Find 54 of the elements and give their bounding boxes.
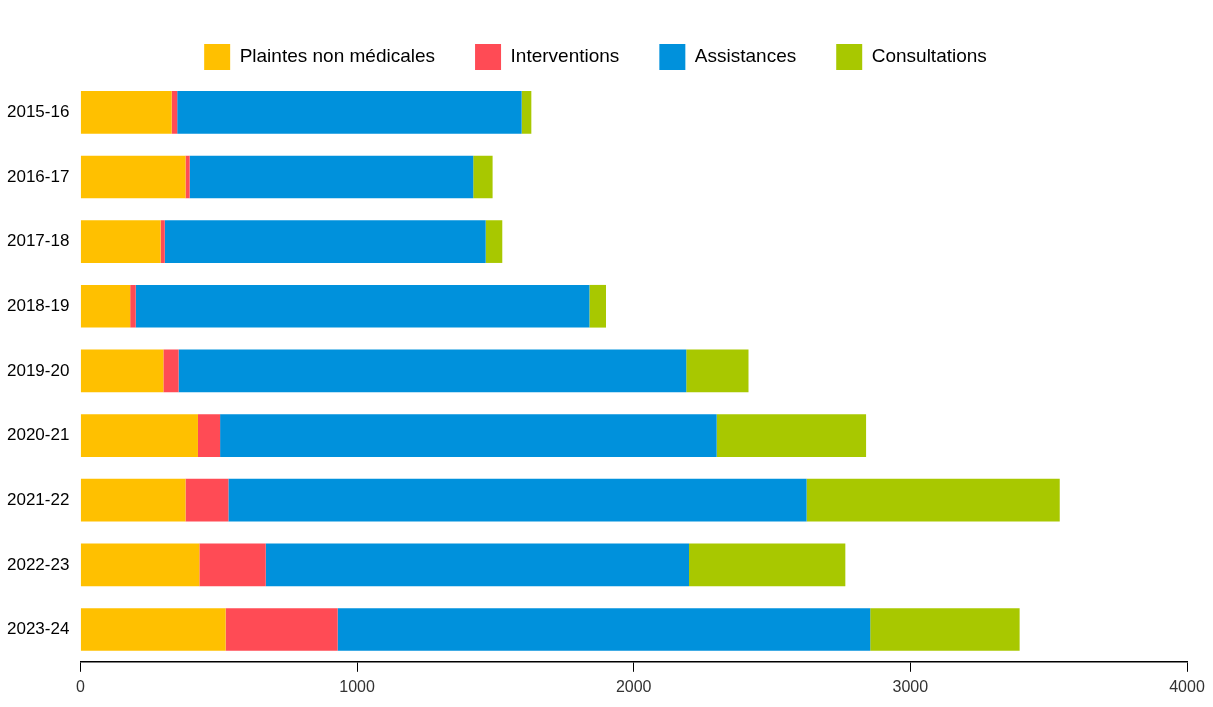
y-tick-label: 2015-16	[7, 102, 70, 122]
legend-label: Assistances	[694, 45, 797, 67]
legend-label: Plaintes non médicales	[239, 45, 436, 67]
y-tick-label: 2020-21	[7, 425, 70, 445]
bar	[130, 284, 136, 328]
bar	[80, 284, 131, 328]
y-tick-label: 2019-20	[7, 360, 70, 380]
bar	[80, 608, 226, 651]
bar	[199, 543, 266, 587]
bar	[689, 543, 846, 587]
bar	[164, 220, 486, 263]
bar	[485, 220, 503, 263]
bar	[521, 90, 532, 134]
bar	[806, 478, 1060, 522]
bar	[589, 284, 607, 328]
legend-label: Consultations	[871, 45, 987, 67]
y-tick-label: 2017-18	[7, 231, 70, 251]
bar	[473, 155, 493, 199]
x-tick-label: 0	[75, 677, 85, 695]
bar	[80, 155, 186, 199]
x-tick-label: 4000	[1169, 677, 1205, 695]
bar	[716, 414, 867, 457]
x-tick-label: 2000	[615, 677, 652, 695]
bar	[197, 414, 221, 457]
y-tick-label: 2018-19	[7, 295, 70, 315]
bar	[80, 478, 186, 522]
bar	[189, 155, 474, 199]
bar	[870, 608, 1020, 651]
bar	[686, 349, 749, 393]
bar	[220, 414, 717, 457]
bar	[265, 543, 690, 587]
bar	[80, 220, 161, 263]
y-tick-label: 2022-23	[7, 554, 70, 574]
bar	[160, 220, 165, 263]
bar	[178, 349, 687, 393]
bar	[185, 478, 229, 522]
bar	[163, 349, 179, 393]
bar	[80, 349, 164, 393]
bar	[171, 90, 178, 134]
bar	[135, 284, 590, 328]
bar	[80, 414, 198, 457]
x-tick-label: 3000	[892, 677, 929, 695]
bar	[337, 608, 871, 651]
bar	[80, 90, 172, 134]
y-tick-label: 2016-17	[7, 166, 70, 186]
bar	[185, 155, 190, 199]
x-tick-label: 1000	[339, 677, 375, 695]
bar	[225, 608, 338, 651]
y-tick-label: 2023-24	[7, 619, 70, 639]
bar	[177, 90, 522, 134]
bar	[80, 543, 200, 587]
y-tick-label: 2021-22	[7, 489, 70, 509]
bar	[228, 478, 807, 522]
legend-label: Interventions	[510, 45, 620, 67]
